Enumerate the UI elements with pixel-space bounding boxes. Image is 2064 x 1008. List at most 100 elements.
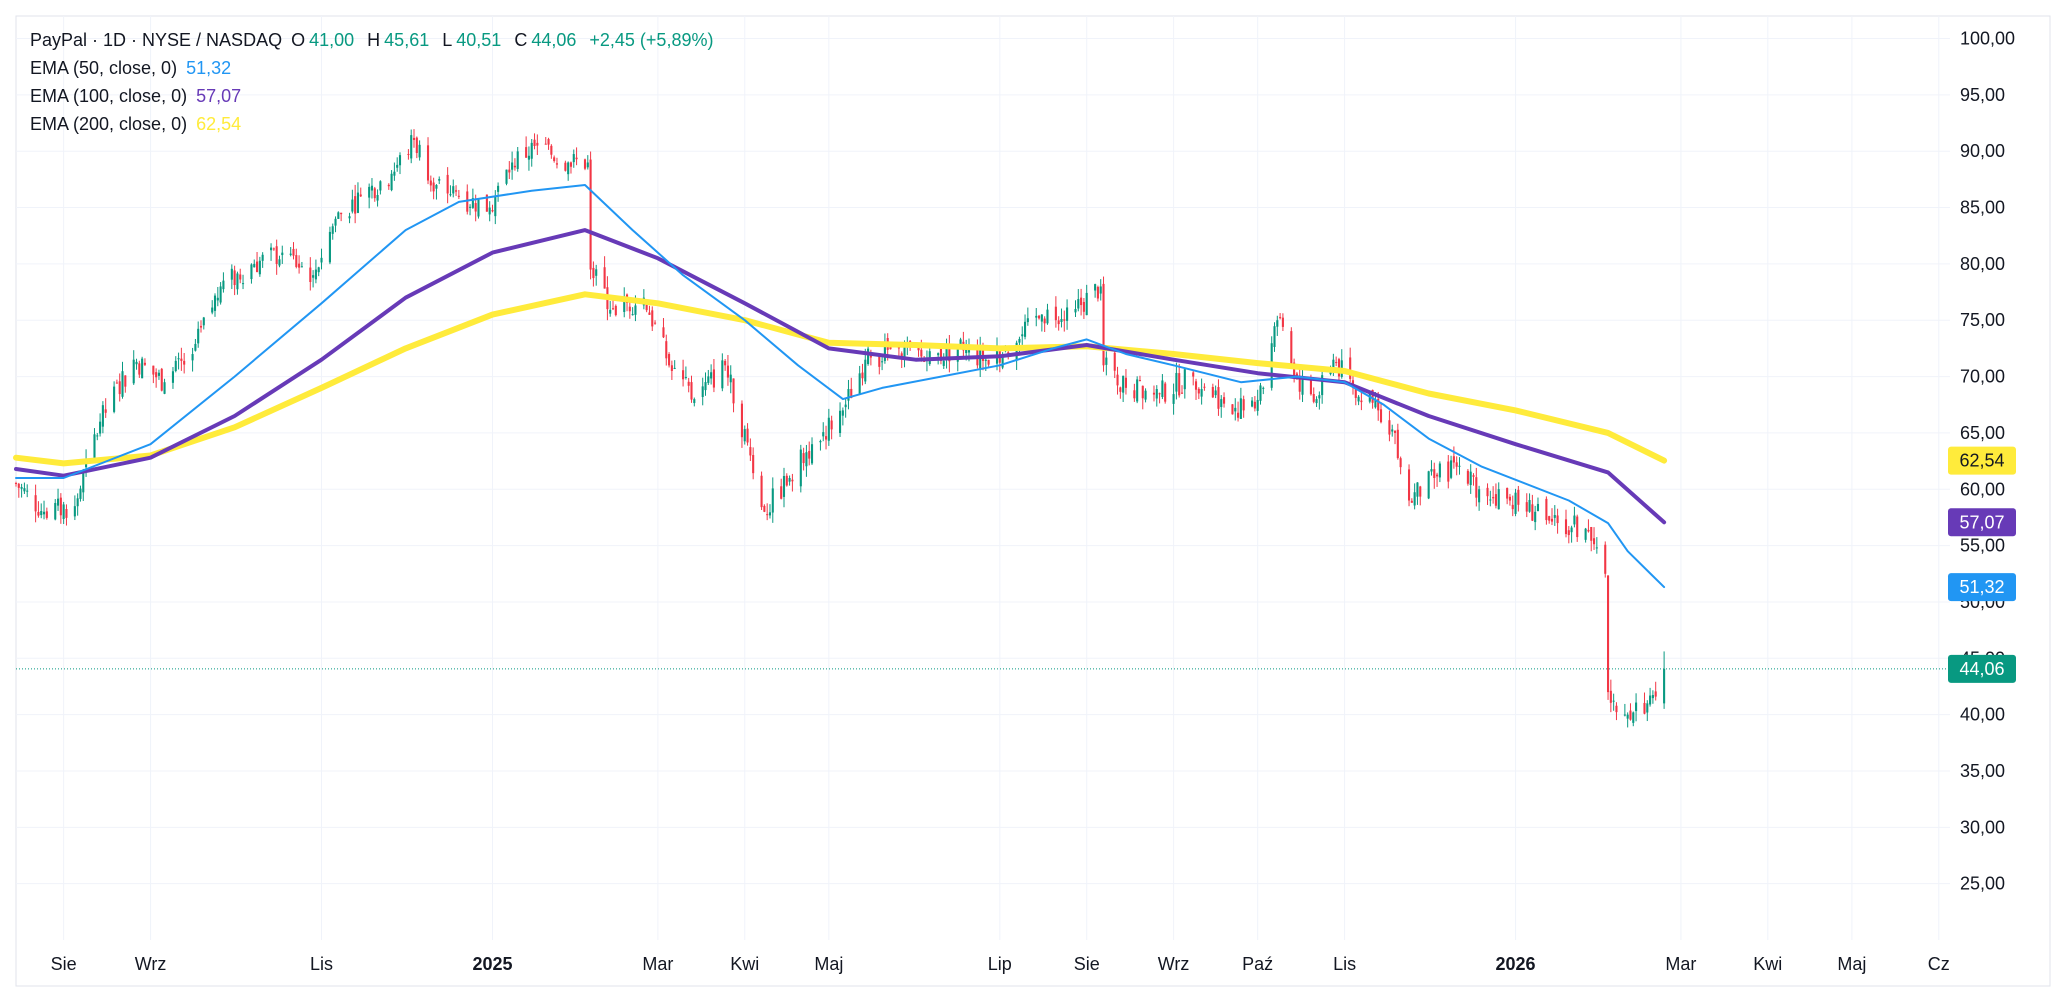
candle[interactable] [1654, 681, 1657, 701]
candle[interactable] [1413, 483, 1416, 510]
candle[interactable] [603, 256, 606, 289]
candle[interactable] [197, 321, 200, 348]
candle[interactable] [1419, 485, 1422, 506]
candle[interactable] [847, 379, 850, 410]
candle[interactable] [1158, 392, 1161, 404]
candle[interactable] [1609, 679, 1612, 713]
candle[interactable] [1407, 464, 1411, 507]
ema200-legend[interactable]: EMA (200, close, 0) 62,54 [30, 114, 245, 135]
candle[interactable] [298, 255, 301, 274]
candle[interactable] [213, 293, 217, 317]
candle[interactable] [278, 255, 281, 268]
candle[interactable] [356, 182, 360, 214]
ema50-legend[interactable]: EMA (50, close, 0) 51,32 [30, 58, 235, 79]
candle[interactable] [1416, 482, 1419, 505]
candle[interactable] [1528, 493, 1531, 513]
candle[interactable] [412, 129, 416, 148]
candle[interactable] [438, 176, 441, 185]
candle[interactable] [239, 268, 242, 284]
candle[interactable] [939, 346, 943, 365]
candle[interactable] [379, 180, 382, 195]
candle[interactable] [1553, 505, 1556, 526]
candle[interactable] [740, 400, 744, 448]
candle[interactable] [236, 271, 239, 295]
candle[interactable] [275, 239, 278, 275]
candle[interactable] [547, 137, 550, 150]
candle[interactable] [1466, 469, 1469, 486]
candle[interactable] [1046, 303, 1049, 325]
candle[interactable] [1301, 366, 1304, 402]
candle[interactable] [449, 185, 452, 197]
x-axis[interactable]: Sie Wrz Lis 2025 Mar Kwi Maj Lip Sie Wrz Paź Lis 202… [51, 954, 1950, 974]
candle[interactable] [407, 149, 410, 160]
candle[interactable] [199, 320, 203, 333]
candle[interactable] [527, 146, 530, 171]
candle[interactable] [1430, 460, 1433, 476]
candle[interactable] [300, 261, 303, 268]
candle[interactable] [942, 353, 945, 369]
candle[interactable] [376, 189, 379, 207]
candle[interactable] [530, 138, 533, 167]
candle[interactable] [1161, 374, 1164, 400]
candle[interactable] [785, 473, 788, 487]
candle[interactable] [707, 369, 710, 385]
candle[interactable] [1486, 483, 1489, 506]
candle[interactable] [1514, 488, 1517, 517]
candle[interactable] [497, 182, 500, 202]
candle[interactable] [1393, 430, 1397, 445]
candle[interactable] [1475, 467, 1478, 507]
candle[interactable] [1242, 395, 1245, 418]
candle[interactable] [1175, 362, 1178, 400]
candle[interactable] [309, 257, 312, 291]
candle[interactable] [79, 485, 82, 502]
candle[interactable] [14, 481, 18, 487]
candle[interactable] [76, 493, 79, 516]
candle[interactable] [976, 339, 979, 369]
candle[interactable] [1253, 396, 1256, 412]
candle[interactable] [477, 199, 480, 219]
candle[interactable] [830, 415, 833, 440]
candle[interactable] [662, 318, 665, 339]
candle[interactable] [1438, 461, 1441, 483]
ema100-label[interactable]: EMA (100, close, 0) [30, 86, 188, 106]
candle[interactable] [819, 439, 822, 451]
candle[interactable] [550, 144, 553, 159]
candle[interactable] [141, 356, 144, 379]
candle[interactable] [1119, 386, 1122, 399]
candle[interactable] [1570, 525, 1573, 543]
candle[interactable] [505, 169, 508, 186]
candle[interactable] [54, 499, 57, 521]
candle[interactable] [1231, 404, 1234, 415]
candle[interactable] [82, 468, 85, 501]
candle[interactable] [1587, 519, 1590, 533]
candle[interactable] [1194, 378, 1198, 400]
candle[interactable] [1315, 396, 1318, 407]
candle[interactable] [1525, 493, 1528, 518]
candle[interactable] [1576, 514, 1579, 542]
candle[interactable] [163, 378, 166, 395]
candle[interactable] [712, 359, 715, 393]
candle[interactable] [1615, 702, 1618, 721]
candle[interactable] [211, 300, 214, 315]
candle[interactable] [1612, 693, 1615, 711]
candle[interactable] [732, 378, 735, 413]
candle[interactable] [1349, 347, 1352, 383]
candle[interactable] [104, 398, 107, 418]
candle[interactable] [749, 438, 752, 462]
candle[interactable] [701, 377, 704, 406]
candle[interactable] [340, 212, 343, 222]
candle[interactable] [1214, 385, 1217, 399]
candle[interactable] [1057, 316, 1060, 331]
candle[interactable] [393, 162, 396, 181]
candle[interactable] [1279, 313, 1282, 320]
candle[interactable] [1604, 541, 1607, 578]
candle[interactable] [429, 175, 432, 192]
candle[interactable] [337, 211, 340, 219]
candle[interactable] [121, 361, 124, 399]
candle[interactable] [1094, 283, 1097, 298]
candle[interactable] [1116, 366, 1119, 395]
candle[interactable] [354, 184, 357, 224]
candle[interactable] [805, 444, 808, 477]
candle[interactable] [314, 259, 317, 284]
candle[interactable] [171, 367, 175, 389]
